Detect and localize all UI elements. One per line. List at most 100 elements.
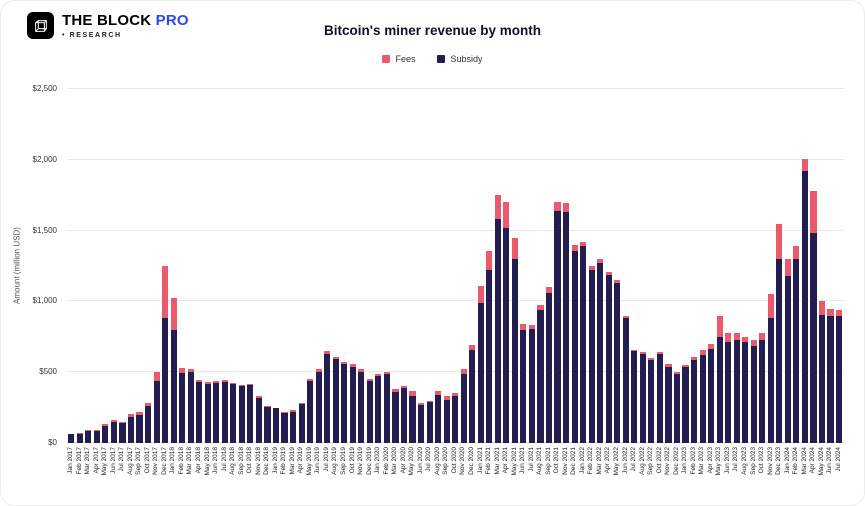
- subsidy-segment: [68, 434, 75, 443]
- x-axis-label: Oct 2021: [553, 447, 561, 474]
- x-axis-label: Apr 2017: [92, 447, 100, 474]
- legend-subsidy-swatch: [437, 55, 446, 63]
- legend-item-subsidy: Subsidy: [437, 54, 483, 64]
- fees-segment: [827, 308, 834, 317]
- x-axis-label-cell: Apr 2024: [809, 447, 818, 503]
- x-axis-label-cell: Jun 2021: [519, 447, 528, 503]
- fees-segment: [162, 266, 169, 319]
- x-axis-label-cell: Oct 2021: [553, 447, 562, 503]
- x-axis-label: Nov 2023: [766, 447, 774, 475]
- bar-jul-2023: [732, 89, 741, 443]
- fees-segment: [767, 294, 774, 319]
- x-axis-label: Dec 2019: [365, 447, 373, 475]
- subsidy-segment: [136, 414, 143, 443]
- x-axis-label: Mar 2021: [493, 447, 501, 475]
- fees-segment: [332, 356, 339, 360]
- bar-mar-2024: [801, 89, 810, 443]
- fees-segment: [793, 246, 800, 259]
- subsidy-segment: [392, 392, 399, 443]
- x-axis-label: Oct 2023: [758, 447, 766, 474]
- x-axis-label: Aug 2018: [229, 447, 237, 475]
- subsidy-segment: [622, 317, 629, 443]
- bar-jun-2022: [622, 89, 631, 443]
- y-axis-tick-label: $0: [48, 438, 57, 447]
- fees-segment: [622, 315, 629, 318]
- fees-segment: [375, 373, 382, 376]
- subsidy-segment: [818, 314, 826, 443]
- fees-segment: [818, 301, 826, 315]
- x-axis-label: Mar 2024: [800, 447, 808, 475]
- x-axis-label-cell: Sep 2020: [442, 447, 451, 503]
- bar-feb-2023: [690, 89, 699, 443]
- bar-jul-2017: [118, 89, 127, 443]
- subsidy-segment: [494, 218, 501, 443]
- subsidy-segment: [383, 374, 390, 443]
- x-axis-label-cell: Dec 2023: [775, 447, 784, 503]
- fees-segment: [298, 402, 305, 404]
- x-axis-label: Feb 2017: [75, 447, 83, 475]
- x-axis-label: Mar 2018: [186, 447, 194, 475]
- subsidy-segment: [290, 411, 297, 443]
- x-axis-label: May 2024: [817, 447, 825, 476]
- fees-segment: [196, 380, 203, 383]
- plot-area: [67, 88, 844, 443]
- fees-segment: [631, 349, 638, 352]
- fees-segment: [460, 369, 467, 374]
- subsidy-segment: [682, 367, 689, 443]
- x-axis-label-cell: Oct 2023: [758, 447, 767, 503]
- bar-apr-2023: [707, 89, 716, 443]
- gridline: [67, 88, 844, 89]
- x-axis-label: Jun 2019: [314, 447, 322, 474]
- subsidy-segment: [162, 318, 169, 443]
- subsidy-segment: [716, 336, 723, 443]
- fees-segment: [435, 391, 442, 395]
- x-axis-label: Oct 2022: [655, 447, 663, 474]
- bar-may-2022: [613, 89, 622, 443]
- bar-sep-2023: [750, 89, 759, 443]
- brand-research-label: • RESEARCH: [62, 32, 122, 39]
- subsidy-segment: [631, 351, 638, 443]
- bar-dec-2019: [366, 89, 375, 443]
- fees-segment: [528, 325, 536, 330]
- x-axis-label: Dec 2018: [263, 447, 271, 475]
- x-axis-label: Jan 2017: [67, 447, 75, 474]
- fees-segment: [699, 349, 706, 356]
- x-axis-label: Sep 2018: [237, 447, 245, 475]
- x-axis-label-cell: Feb 2020: [383, 447, 392, 503]
- x-axis-label: Sep 2019: [340, 447, 348, 475]
- subsidy-segment: [690, 360, 698, 443]
- fees-segment: [290, 410, 297, 412]
- x-axis-label-cell: Jan 2023: [681, 447, 690, 503]
- bar-jul-2024: [835, 89, 844, 443]
- x-axis-label: Feb 2023: [689, 447, 697, 475]
- fees-segment: [119, 421, 126, 424]
- x-axis-label-cell: Sep 2021: [545, 447, 554, 503]
- chart-legend: Fees Subsidy: [1, 54, 864, 64]
- bar-sep-2018: [238, 89, 247, 443]
- subsidy-segment: [196, 382, 203, 443]
- bar-apr-2019: [297, 89, 306, 443]
- x-axis-label-cell: Feb 2021: [485, 447, 494, 503]
- the-block-logo-icon: [27, 12, 54, 39]
- subsidy-segment: [776, 258, 783, 443]
- bar-oct-2021: [553, 89, 562, 443]
- bar-apr-2020: [400, 89, 409, 443]
- bar-jun-2019: [314, 89, 323, 443]
- fees-segment: [716, 315, 723, 337]
- bar-sep-2020: [442, 89, 451, 443]
- bar-apr-2017: [93, 89, 102, 443]
- fees-segment: [503, 202, 510, 228]
- x-axis-label: Apr 2019: [297, 447, 305, 474]
- x-axis-label-cell: Nov 2020: [459, 447, 468, 503]
- x-axis-label: Feb 2018: [177, 447, 185, 475]
- subsidy-segment: [272, 408, 280, 443]
- brand-pro: PRO: [155, 12, 189, 29]
- bar-dec-2021: [570, 89, 579, 443]
- bar-mar-2019: [289, 89, 298, 443]
- fees-segment: [179, 367, 186, 373]
- bar-oct-2018: [246, 89, 255, 443]
- legend-item-fees: Fees: [382, 54, 415, 64]
- x-axis-label-cell: Aug 2018: [229, 447, 238, 503]
- fees-segment: [102, 423, 109, 427]
- fees-segment: [272, 407, 280, 409]
